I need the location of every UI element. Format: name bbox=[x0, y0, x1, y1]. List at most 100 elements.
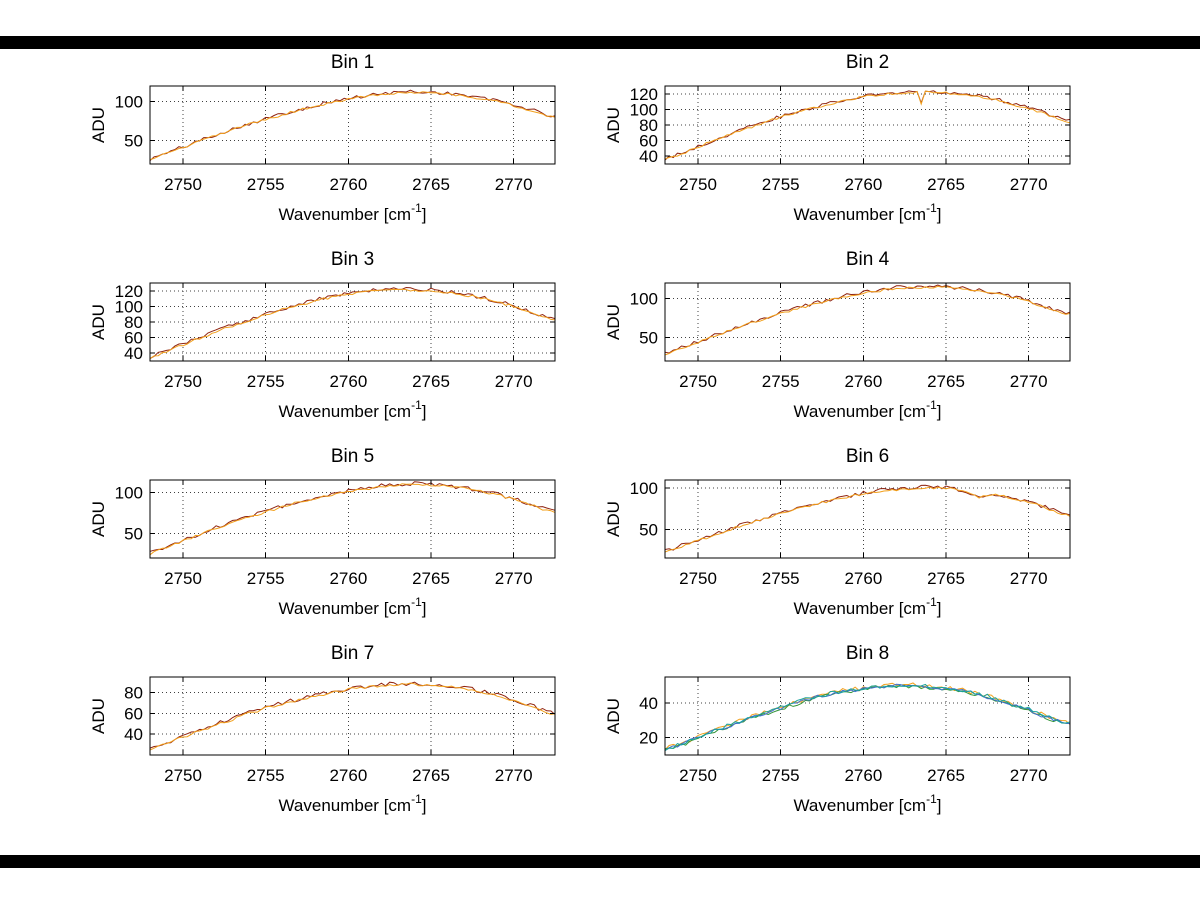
top-bar bbox=[0, 36, 1200, 49]
y-axis-label: ADU bbox=[89, 304, 108, 340]
x-tick-label: 2770 bbox=[495, 766, 533, 785]
y-tick-label: 60 bbox=[124, 704, 143, 723]
y-tick-label: 40 bbox=[124, 725, 143, 744]
x-tick-label: 2750 bbox=[164, 175, 202, 194]
trace-teal bbox=[665, 683, 1070, 752]
axes-box bbox=[664, 676, 1071, 756]
x-tick-label: 2765 bbox=[412, 766, 450, 785]
x-tick-label: 2770 bbox=[495, 175, 533, 194]
grid-lines bbox=[665, 86, 1070, 164]
y-tick-label: 80 bbox=[639, 116, 658, 135]
y-tick-label: 50 bbox=[124, 132, 143, 151]
x-tick-label: 2750 bbox=[679, 175, 717, 194]
y-tick-label: 50 bbox=[639, 329, 658, 348]
trace-orange bbox=[665, 682, 1070, 751]
trace-darkred bbox=[150, 286, 555, 359]
y-tick-label: 50 bbox=[124, 524, 143, 543]
y-tick-label: 80 bbox=[124, 684, 143, 703]
subplot-bin-4: Bin 4 50 100 2750 2755 2760 2765 2770 ADU Wavenum… bbox=[604, 249, 1071, 421]
y-axis-label: ADU bbox=[604, 501, 623, 537]
tick-marks bbox=[150, 86, 555, 164]
y-tick-label: 40 bbox=[639, 694, 658, 713]
chart-title: Bin 5 bbox=[331, 446, 374, 467]
grid-lines bbox=[665, 480, 1070, 558]
x-tick-label: 2755 bbox=[247, 569, 285, 588]
y-axis-label: ADU bbox=[89, 698, 108, 734]
x-tick-label: 2770 bbox=[495, 569, 533, 588]
chart-title: Bin 7 bbox=[331, 643, 374, 664]
trace-orange bbox=[665, 90, 1070, 160]
trace-orange bbox=[150, 682, 555, 751]
trace-orange bbox=[665, 285, 1070, 356]
y-tick-label: 50 bbox=[639, 520, 658, 539]
x-axis-label: Wavenumber [cm-1] bbox=[279, 398, 427, 421]
y-tick-label: 60 bbox=[124, 329, 143, 348]
y-tick-label: 100 bbox=[115, 93, 143, 112]
x-tick-label: 2755 bbox=[762, 766, 800, 785]
x-tick-label: 2755 bbox=[762, 175, 800, 194]
trace-green bbox=[665, 684, 1070, 750]
subplot-bin-6: Bin 6 50 100 2750 2755 2760 2765 2770 ADU Wavenum… bbox=[604, 446, 1071, 618]
x-tick-label: 2750 bbox=[679, 766, 717, 785]
y-tick-label: 100 bbox=[115, 483, 143, 502]
y-tick-label: 100 bbox=[630, 290, 658, 309]
bottom-bar bbox=[0, 855, 1200, 868]
x-axis-label: Wavenumber [cm-1] bbox=[279, 201, 427, 224]
y-tick-label: 100 bbox=[115, 297, 143, 316]
trace-blue bbox=[665, 683, 1070, 752]
x-tick-label: 2770 bbox=[495, 372, 533, 391]
x-tick-label: 2765 bbox=[412, 175, 450, 194]
trace-darkred bbox=[150, 89, 555, 162]
x-axis-label: Wavenumber [cm-1] bbox=[794, 595, 942, 618]
trace-darkred bbox=[150, 681, 555, 749]
x-tick-label: 2760 bbox=[329, 569, 367, 588]
x-tick-label: 2760 bbox=[844, 372, 882, 391]
y-tick-label: 60 bbox=[639, 132, 658, 151]
x-tick-label: 2770 bbox=[1010, 175, 1048, 194]
grid-lines bbox=[150, 283, 555, 361]
x-tick-label: 2760 bbox=[844, 569, 882, 588]
x-tick-label: 2765 bbox=[927, 766, 965, 785]
chart-title: Bin 1 bbox=[331, 52, 374, 73]
chart-title: Bin 4 bbox=[846, 249, 890, 270]
x-tick-label: 2755 bbox=[247, 766, 285, 785]
y-tick-label: 20 bbox=[639, 729, 658, 748]
y-axis-label: ADU bbox=[604, 107, 623, 143]
trace-darkred bbox=[665, 284, 1070, 354]
x-tick-label: 2750 bbox=[679, 372, 717, 391]
y-axis-label: ADU bbox=[89, 107, 108, 143]
axes-box bbox=[149, 676, 556, 756]
tick-marks bbox=[665, 86, 1070, 164]
chart-title: Bin 8 bbox=[846, 643, 889, 664]
chart-title: Bin 2 bbox=[846, 52, 889, 73]
y-tick-label: 100 bbox=[630, 100, 658, 119]
x-axis-label: Wavenumber [cm-1] bbox=[279, 595, 427, 618]
x-tick-label: 2755 bbox=[247, 372, 285, 391]
axes-box bbox=[664, 479, 1071, 559]
trace-orange bbox=[665, 486, 1070, 553]
trace-orange bbox=[150, 483, 555, 556]
x-tick-label: 2760 bbox=[844, 766, 882, 785]
x-tick-label: 2760 bbox=[844, 175, 882, 194]
axes-box bbox=[149, 85, 556, 165]
y-axis-label: ADU bbox=[604, 304, 623, 340]
y-tick-label: 120 bbox=[630, 85, 658, 104]
grid-lines bbox=[150, 677, 555, 755]
x-tick-label: 2755 bbox=[762, 569, 800, 588]
trace-darkred bbox=[150, 481, 555, 552]
x-axis-label: Wavenumber [cm-1] bbox=[279, 792, 427, 815]
x-tick-label: 2755 bbox=[762, 372, 800, 391]
y-tick-label: 80 bbox=[124, 313, 143, 332]
x-tick-label: 2765 bbox=[927, 175, 965, 194]
tick-marks bbox=[150, 480, 555, 558]
tick-marks bbox=[665, 677, 1070, 755]
grid-lines bbox=[665, 283, 1070, 361]
tick-marks bbox=[665, 480, 1070, 558]
y-tick-label: 120 bbox=[115, 282, 143, 301]
x-tick-label: 2765 bbox=[412, 372, 450, 391]
x-axis-label: Wavenumber [cm-1] bbox=[794, 398, 942, 421]
y-axis-label: ADU bbox=[89, 501, 108, 537]
